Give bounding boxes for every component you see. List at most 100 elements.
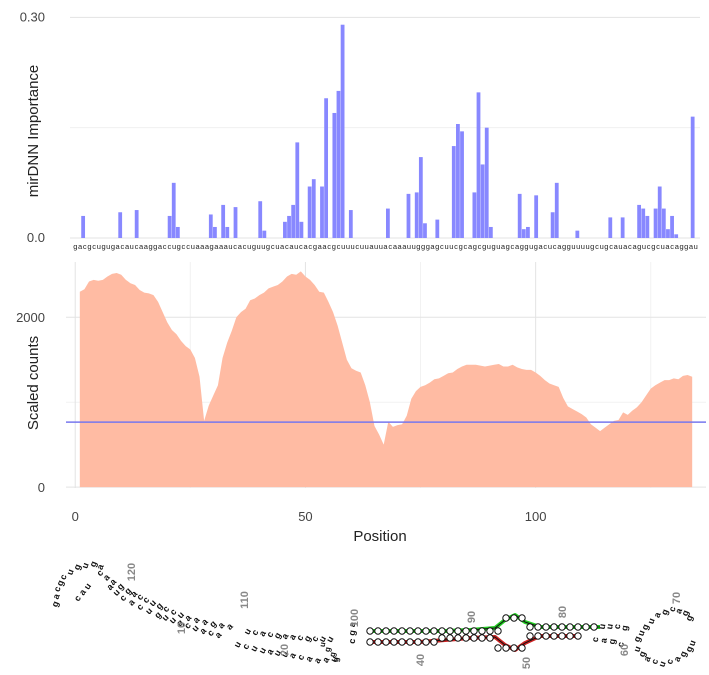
sequence-letter: g bbox=[416, 242, 420, 251]
importance-bar bbox=[299, 221, 304, 238]
rna-base: u bbox=[657, 660, 668, 669]
rna-base: g bbox=[72, 563, 83, 572]
rna-base: g bbox=[347, 629, 358, 636]
sequence-letter: a bbox=[322, 242, 327, 251]
importance-bar bbox=[620, 217, 625, 238]
sequence-letter: a bbox=[402, 242, 407, 251]
star-base-node bbox=[454, 634, 462, 642]
importance-bar bbox=[661, 208, 666, 238]
star-base-node bbox=[526, 632, 534, 640]
rna-base: g bbox=[152, 609, 163, 620]
rna-base: c bbox=[135, 602, 146, 613]
rna-base: g bbox=[302, 634, 313, 644]
rna-base: u bbox=[82, 581, 93, 591]
sequence-letter: u bbox=[661, 242, 665, 251]
importance-bar bbox=[262, 230, 267, 238]
sequence-letter: a bbox=[393, 242, 398, 251]
rna-position-label: 120 bbox=[126, 563, 138, 581]
rna-base: g bbox=[684, 645, 695, 654]
rna-base: u bbox=[272, 648, 283, 658]
star-base-node bbox=[366, 638, 374, 646]
rna-base: g bbox=[55, 579, 66, 588]
sequence-letter: u bbox=[496, 242, 500, 251]
rna-base: g bbox=[115, 581, 126, 592]
sequence-letter: a bbox=[200, 242, 205, 251]
mature-base-node bbox=[470, 627, 478, 635]
importance-bar bbox=[645, 215, 650, 238]
importance-bar bbox=[324, 98, 329, 239]
importance-bar bbox=[386, 208, 390, 238]
sequence-letter: c bbox=[167, 242, 171, 251]
sequence-letter: u bbox=[365, 242, 369, 251]
importance-bar bbox=[221, 204, 226, 238]
sequence-letter: c bbox=[83, 242, 87, 251]
rna-base: c bbox=[667, 605, 678, 613]
importance-bar bbox=[666, 229, 670, 238]
counts-y-tick-label: 2000 bbox=[16, 310, 45, 325]
counts-x-tick-label: 100 bbox=[525, 509, 547, 524]
sequence-letter: a bbox=[538, 242, 543, 251]
importance-bar bbox=[575, 230, 580, 238]
importance-bar bbox=[488, 226, 493, 238]
sequence-letter: u bbox=[449, 242, 453, 251]
sequence-letter: c bbox=[135, 242, 139, 251]
mature-base-node bbox=[422, 627, 430, 635]
importance-bar bbox=[258, 201, 263, 238]
star-base-node bbox=[382, 638, 390, 646]
sequence-letter: u bbox=[294, 242, 298, 251]
mature-base-node bbox=[566, 623, 574, 631]
importance-y-tick-labels: 0.0 0.30 bbox=[20, 9, 45, 245]
sequence-letter: u bbox=[191, 242, 195, 251]
mature-base-node bbox=[550, 623, 558, 631]
mature-base-node bbox=[382, 627, 390, 635]
importance-bar bbox=[521, 229, 526, 238]
rna-base: a bbox=[224, 621, 235, 632]
rna-base: a bbox=[191, 614, 202, 625]
rna-base: u bbox=[324, 634, 335, 644]
sequence-letter: c bbox=[511, 242, 515, 251]
sequence-letter: a bbox=[219, 242, 224, 251]
importance-bar bbox=[657, 186, 662, 238]
rna-base: a bbox=[672, 654, 683, 663]
sequence-letter: g bbox=[148, 242, 152, 251]
importance-bar bbox=[526, 226, 530, 238]
sequence-letter: a bbox=[289, 242, 294, 251]
rna-base: c bbox=[95, 568, 106, 579]
sequence-letter: a bbox=[158, 242, 163, 251]
sequence-letter: u bbox=[257, 242, 261, 251]
sequence-letter: c bbox=[327, 242, 331, 251]
sequence-letter: u bbox=[130, 242, 134, 251]
rna-base: a bbox=[598, 636, 609, 644]
mature-base-node bbox=[414, 627, 422, 635]
sequence-letter: u bbox=[374, 242, 378, 251]
star-base-node bbox=[374, 638, 382, 646]
sequence-letter: c bbox=[355, 242, 359, 251]
importance-bar bbox=[213, 226, 217, 238]
sequence-letter: c bbox=[243, 242, 247, 251]
rna-base: u bbox=[597, 623, 608, 630]
importance-bar bbox=[283, 221, 287, 238]
sequence-letter: u bbox=[548, 242, 552, 251]
counts-y-tick-label: 0 bbox=[38, 480, 45, 495]
rna-base: a bbox=[216, 619, 227, 630]
importance-bar bbox=[653, 208, 658, 238]
rna-base: c bbox=[161, 604, 172, 615]
sequence-letter: a bbox=[116, 242, 121, 251]
rna-base: g bbox=[50, 600, 61, 609]
rna-base: g bbox=[88, 560, 99, 569]
importance-bar bbox=[674, 234, 679, 238]
sequence-letter: g bbox=[684, 242, 688, 251]
counts-y-axis-title: Scaled counts bbox=[25, 336, 42, 430]
sequence-letter: u bbox=[346, 242, 350, 251]
rna-base: a bbox=[183, 612, 194, 623]
sequence-letter: c bbox=[478, 242, 482, 251]
rna-base: a bbox=[199, 616, 210, 627]
importance-bar bbox=[554, 182, 559, 238]
sequence-letter: a bbox=[205, 242, 210, 251]
rna-structure-diagram: gacgcugugacaucaaggaccugccuaaagaaaucacugu… bbox=[50, 560, 698, 669]
sequence-letter: c bbox=[647, 242, 651, 251]
mature-base-node bbox=[542, 623, 550, 631]
sequence-letter: a bbox=[214, 242, 219, 251]
